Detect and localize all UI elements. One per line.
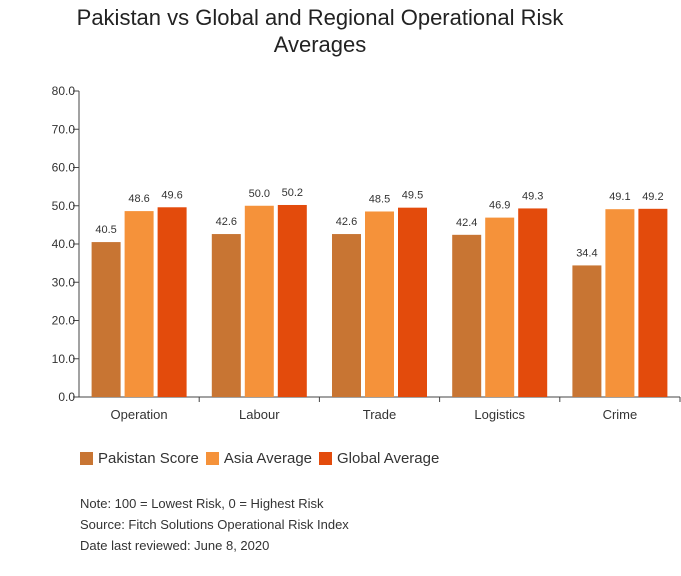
x-tick-label: Logistics [474,407,525,422]
y-tick-label: 20.0 [52,314,76,328]
bar-value-label: 40.5 [95,224,116,236]
bar [452,234,482,397]
bar [244,205,274,397]
bar-value-label: 34.4 [576,247,597,259]
legend-swatch-global [319,452,333,465]
bar-value-label: 42.6 [216,216,237,228]
bar-chart: 0.0 10.0 20.0 30.0 40.0 50.0 60.0 70.0 80.0 40.5 4… [52,84,681,422]
legend-label-global: Global Average [337,450,440,467]
bar-value-label: 42.4 [456,217,477,229]
bar [398,207,427,397]
bar-value-label: 49.5 [402,190,423,202]
bar-value-label: 49.6 [161,189,182,201]
bar [365,211,394,397]
chart-notes: Note: 100 = Lowest Risk, 0 = Highest Ris… [80,493,349,556]
chart-title: Pakistan vs Global and Regional Operatio… [0,4,640,58]
y-tick-label: 0.0 [58,390,75,404]
bar-value-label: 49.3 [522,190,543,202]
y-tick-label: 50.0 [52,199,76,213]
bar [485,217,515,397]
y-tick-label: 80.0 [52,84,76,98]
bar-value-label: 49.2 [642,191,663,203]
y-tick-label: 70.0 [52,122,76,136]
legend-swatch-asia [205,452,219,465]
note-scale: Note: 100 = Lowest Risk, 0 = Highest Ris… [80,496,324,511]
y-tick-label: 40.0 [52,237,76,251]
legend-label-asia: Asia Average [223,450,313,467]
note-source: Source: Fitch Solutions Operational Risk… [80,517,349,532]
bar [91,242,121,397]
bar [572,265,602,397]
x-tick-label: Crime [603,407,638,422]
x-tick-label: Operation [111,407,168,422]
bar-value-label: 42.6 [336,216,357,228]
legend-swatch-pakistan [80,452,93,465]
bar [157,207,187,397]
chart-title-line-1: Pakistan vs Global and Regional Operatio… [76,5,564,30]
bar-value-label: 46.9 [489,200,510,212]
chart-title-line-2: Averages [273,32,367,57]
x-tick-label: Trade [363,407,396,422]
bar [277,204,307,397]
bar [605,209,635,397]
bar-value-label: 49.1 [609,191,630,203]
bar [211,234,241,397]
legend-label-pakistan: Pakistan Score [98,450,199,467]
bar-value-label: 50.2 [282,187,303,199]
bar [332,234,361,397]
legend: Pakistan Score Asia Average Global Avera… [80,450,446,467]
bar-value-label: 48.6 [128,193,149,205]
y-tick-label: 60.0 [52,161,76,175]
x-tick-label: Labour [239,407,280,422]
bar [124,211,154,397]
y-tick-label: 30.0 [52,275,76,289]
bar [638,208,668,397]
note-date: Date last reviewed: June 8, 2020 [80,538,270,553]
legend-item-global[interactable]: Global Average [319,450,439,467]
bar [518,208,548,397]
bar-value-label: 50.0 [249,188,270,200]
legend-item-pakistan[interactable]: Pakistan Score [80,450,199,467]
legend-item-asia[interactable]: Asia Average [205,450,313,467]
bar-value-label: 48.5 [369,193,390,205]
y-tick-label: 10.0 [52,352,76,366]
